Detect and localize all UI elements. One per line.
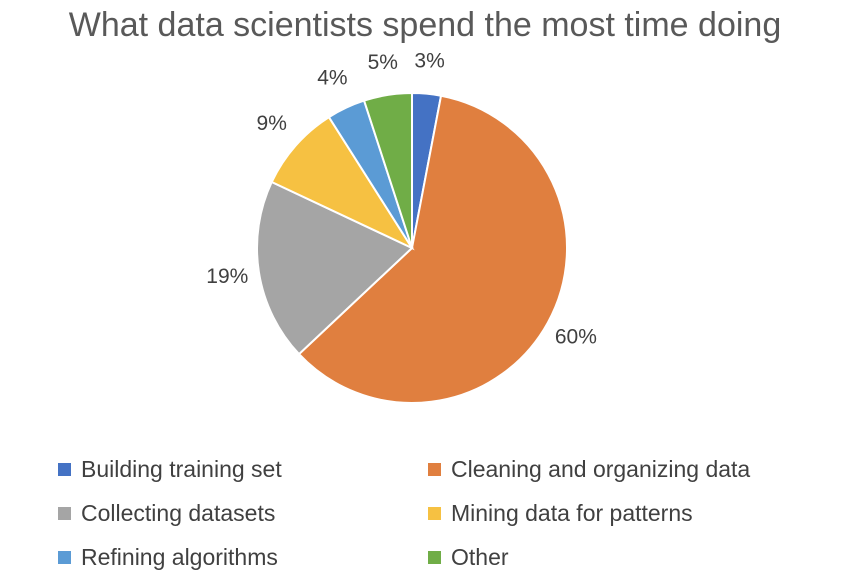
legend-label: Mining data for patterns [451,499,693,526]
pie-slice-cleaning-and-organizing-data [297,94,568,404]
legend-swatch [428,506,441,520]
legend-label: Building training set [81,455,282,482]
legend-swatch [58,462,71,476]
data-label-refining-algorithms: 4% [317,66,347,89]
legend-swatch [428,462,441,476]
data-label-other: 5% [368,51,398,74]
chart-title: What data scientists spend the most time… [68,6,782,44]
pie-chart: 3% 60% 19% 9% 4% 5% [206,49,597,404]
legend-label: Other [451,543,509,570]
pie-data-labels: 3% 60% 19% 9% 4% 5% [206,49,597,348]
legend-item-cleaning-and-organizing-data: Cleaning and organizing data [428,451,828,487]
legend-swatch [428,550,441,564]
legend-item-building-training-set: Building training set [58,451,428,487]
data-label-collecting-datasets: 19% [206,265,248,288]
pie-slice-other [362,91,413,249]
legend-swatch [58,506,71,520]
chart-legend: Building training set Cleaning and organ… [58,451,828,575]
data-label-building-training-set: 3% [414,49,444,72]
pie-slice-mining-data-for-patterns [270,115,415,251]
pie-slice-collecting-datasets [256,180,414,356]
data-label-mining-data-for-patterns: 9% [257,112,287,135]
legend-item-refining-algorithms: Refining algorithms [58,539,428,575]
legend-swatch [58,550,71,564]
legend-item-other: Other [428,539,828,575]
legend-item-mining-data-for-patterns: Mining data for patterns [428,495,828,531]
legend-label: Refining algorithms [81,543,278,570]
data-label-cleaning-and-organizing-data: 60% [555,326,597,349]
legend-label: Collecting datasets [81,499,276,526]
pie-slices [256,91,568,404]
legend-label: Cleaning and organizing data [451,455,751,482]
legend-item-collecting-datasets: Collecting datasets [58,495,428,531]
